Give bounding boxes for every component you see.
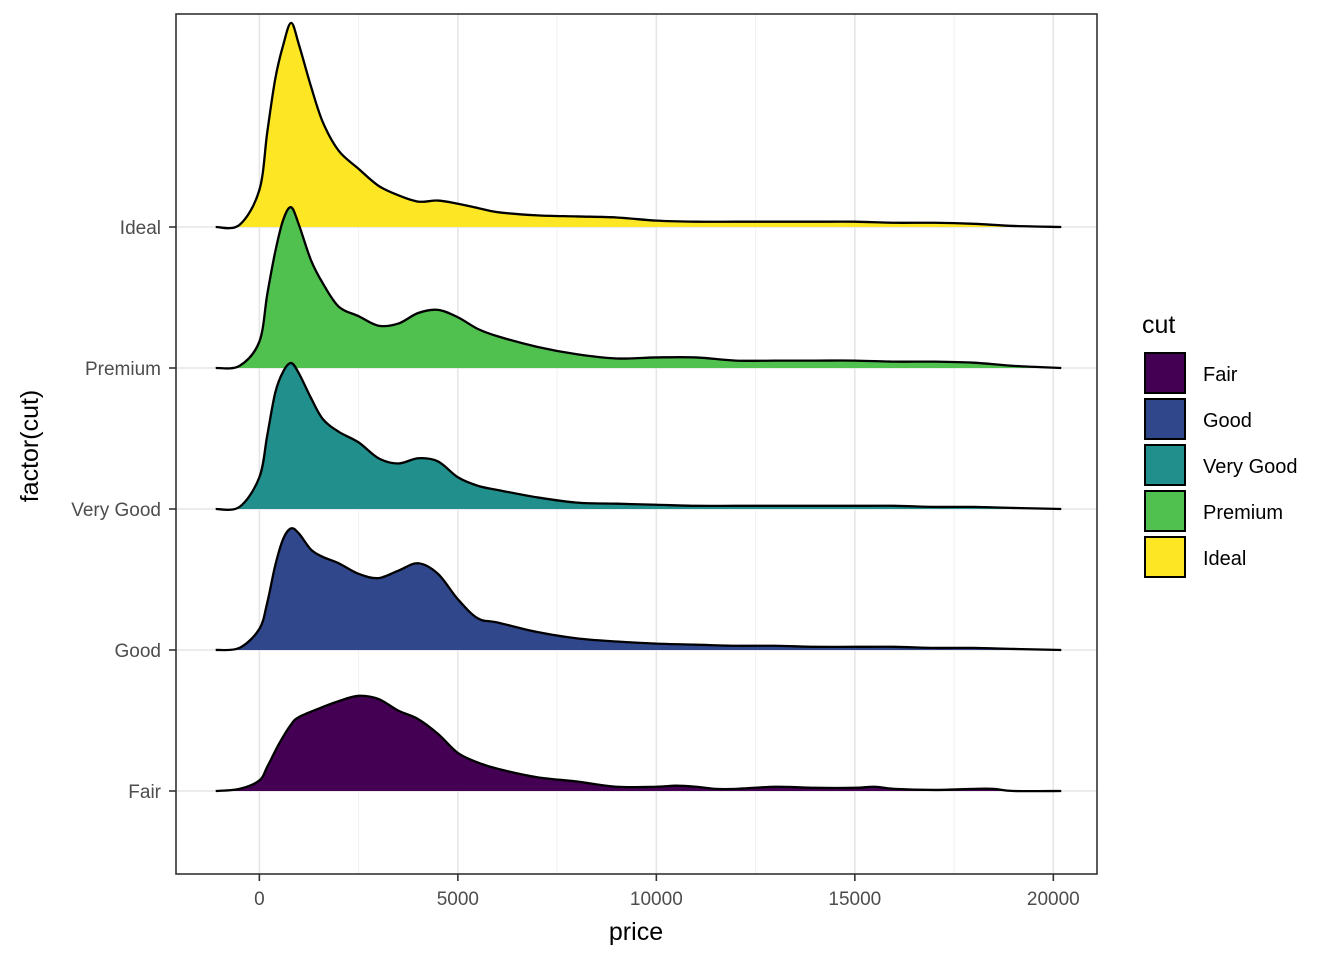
legend-swatch (1144, 352, 1186, 394)
y-tick-label: Good (115, 641, 161, 662)
x-tick-label: 0 (254, 889, 265, 910)
ridge-outline (215, 527, 1062, 652)
legend-swatch (1144, 444, 1186, 486)
ridges (215, 21, 1062, 793)
legend-items: Fair Good Very Good Premium Ideal (1144, 352, 1298, 578)
x-tick-label: 15000 (828, 889, 881, 910)
legend-item: Premium (1144, 490, 1283, 532)
ridge-outline (215, 206, 1062, 370)
ridge-fair (215, 694, 1062, 793)
legend-item: Ideal (1144, 536, 1246, 578)
x-tick-label: 10000 (630, 889, 683, 910)
ridge-outline (215, 694, 1062, 793)
x-tick-label: 20000 (1027, 889, 1080, 910)
legend-label: Fair (1203, 364, 1238, 386)
legend: cut Fair Good Very Good Premium Ideal (1142, 311, 1298, 578)
panel-frame (175, 13, 1098, 875)
legend-item: Good (1144, 398, 1252, 440)
panel-border (175, 13, 1098, 875)
ridge-ideal (215, 21, 1062, 230)
ridge-outline (215, 361, 1062, 511)
y-tick-label: Fair (128, 782, 161, 803)
y-tick-label: Premium (85, 359, 161, 380)
legend-label: Very Good (1203, 456, 1298, 478)
legend-swatch (1144, 398, 1186, 440)
legend-label: Good (1203, 410, 1252, 432)
legend-label: Ideal (1203, 548, 1246, 570)
ridge-fill (215, 207, 1062, 369)
ridge-very-good (215, 361, 1062, 511)
y-axis-title: factor(cut) (16, 390, 44, 503)
y-tick-label: Very Good (71, 500, 161, 521)
axes: 0 5000 10000 15000 20000 Fair Good Very Good Pre… (71, 218, 1080, 910)
legend-item: Fair (1144, 352, 1238, 394)
legend-title: cut (1142, 311, 1175, 339)
ridge-fill (215, 363, 1062, 510)
legend-label: Premium (1203, 502, 1283, 524)
ridge-fill (215, 695, 1062, 792)
legend-item: Very Good (1144, 444, 1298, 486)
legend-swatch (1144, 536, 1186, 578)
ridge-outline (215, 21, 1062, 230)
y-tick-label: Ideal (120, 218, 161, 239)
ridge-fill (215, 22, 1062, 229)
ridge-premium (215, 206, 1062, 370)
x-axis-title: price (609, 918, 663, 946)
ridge-good (215, 527, 1062, 652)
x-tick-label: 5000 (437, 889, 479, 910)
legend-swatch (1144, 490, 1186, 532)
ridge-fill (215, 528, 1062, 651)
